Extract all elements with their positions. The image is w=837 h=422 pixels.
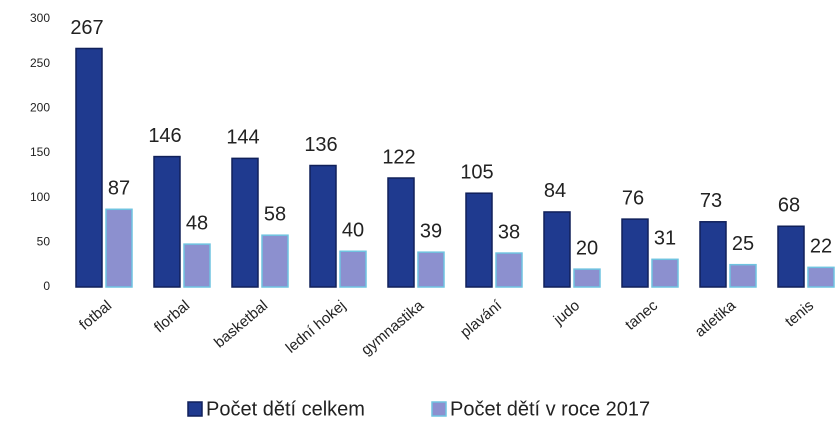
value-label: 39 <box>420 220 442 242</box>
y-tick-label: 150 <box>30 145 50 159</box>
y-tick-label: 0 <box>43 279 50 293</box>
x-tick-label: judo <box>550 297 583 329</box>
x-tick-label: gymnastika <box>358 297 428 359</box>
y-tick-label: 50 <box>37 235 51 249</box>
bar <box>573 268 601 288</box>
bar <box>153 155 181 288</box>
bar <box>543 211 571 288</box>
x-tick-label: atletika <box>692 297 740 341</box>
y-tick-label: 300 <box>30 11 50 25</box>
value-label: 31 <box>654 228 676 250</box>
legend-label: Počet dětí v roce 2017 <box>450 398 650 420</box>
x-tick-label: tenis <box>782 297 817 330</box>
value-label: 144 <box>226 127 259 149</box>
bar <box>339 250 367 288</box>
bar <box>729 263 757 288</box>
bar <box>105 208 133 288</box>
y-tick-label: 100 <box>30 190 50 204</box>
value-label: 38 <box>498 221 520 243</box>
legend-label: Počet dětí celkem <box>206 398 365 420</box>
bar <box>807 266 835 288</box>
value-label: 20 <box>576 237 598 259</box>
value-label: 58 <box>264 203 286 225</box>
bar <box>417 251 445 288</box>
legend-swatch <box>187 401 203 417</box>
legend-swatch <box>431 401 447 417</box>
y-tick-label: 250 <box>30 56 50 70</box>
value-label: 122 <box>382 146 415 168</box>
bar <box>261 234 289 288</box>
value-label: 267 <box>70 17 103 39</box>
x-tick-label: lední hokej <box>283 297 350 357</box>
value-label: 73 <box>700 190 722 212</box>
bar <box>777 225 805 288</box>
value-label: 40 <box>342 220 364 242</box>
y-tick-label: 200 <box>30 101 50 115</box>
value-label: 84 <box>544 180 566 202</box>
value-label: 68 <box>778 195 800 217</box>
bar <box>465 192 493 288</box>
bar <box>309 164 337 288</box>
value-label: 146 <box>148 125 181 147</box>
value-label: 48 <box>186 212 208 234</box>
x-tick-label: plavání <box>457 297 506 342</box>
x-tick-label: florbal <box>151 297 193 336</box>
value-label: 76 <box>622 187 644 209</box>
bar <box>75 47 103 288</box>
value-label: 105 <box>460 161 493 183</box>
x-tick-label: basketbal <box>211 297 271 351</box>
value-label: 25 <box>732 233 754 255</box>
bar <box>621 218 649 288</box>
x-tick-label: fotbal <box>76 297 115 334</box>
bar <box>387 177 415 288</box>
x-tick-label: tanec <box>622 297 661 334</box>
bar <box>183 243 211 288</box>
bar <box>651 258 679 288</box>
value-label: 87 <box>108 178 130 200</box>
bar <box>231 157 259 288</box>
value-label: 136 <box>304 134 337 156</box>
value-label: 22 <box>810 236 832 258</box>
bar <box>495 252 523 288</box>
bar <box>699 221 727 288</box>
